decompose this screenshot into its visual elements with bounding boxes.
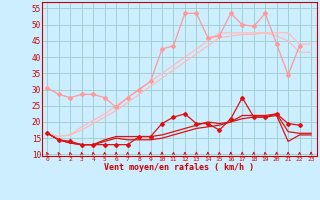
X-axis label: Vent moyen/en rafales ( km/h ): Vent moyen/en rafales ( km/h ) (104, 163, 254, 172)
